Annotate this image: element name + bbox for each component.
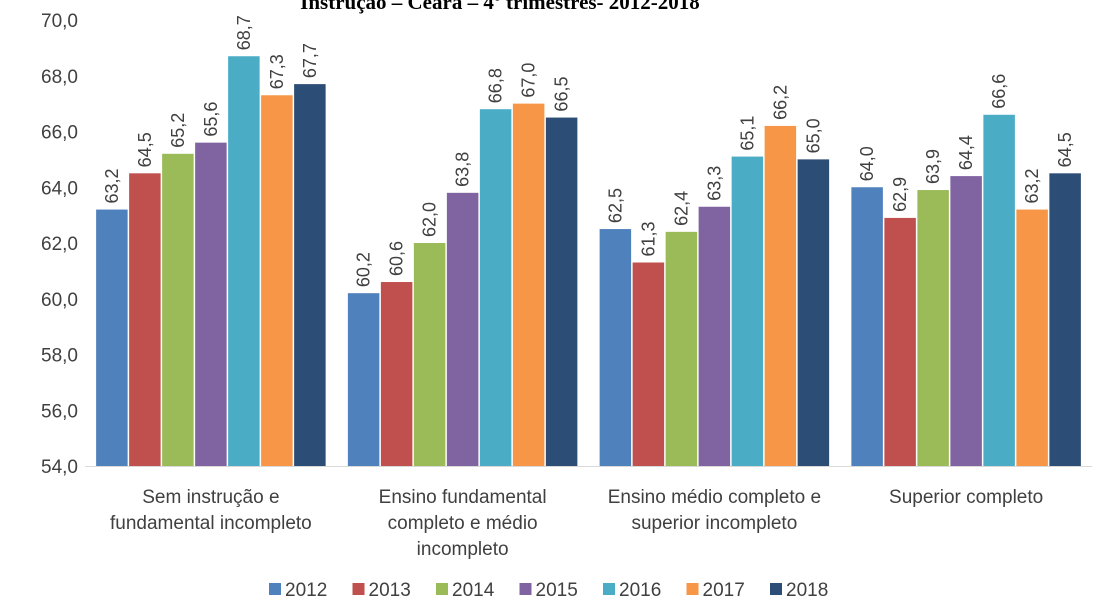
legend-swatch-2017 — [686, 583, 699, 595]
bar-2012 — [599, 229, 632, 466]
data-label: 63,3 — [704, 166, 724, 201]
data-label: 62,0 — [420, 202, 440, 237]
bar-2013 — [380, 282, 413, 466]
data-label: 63,2 — [1022, 169, 1042, 204]
data-label: 67,7 — [300, 43, 320, 78]
bar-2016 — [228, 56, 260, 467]
bar-2018 — [1049, 173, 1081, 466]
legend-swatch-2016 — [603, 583, 615, 595]
bar-2012 — [851, 187, 883, 466]
legend-label: 2013 — [369, 580, 411, 601]
y-tick-label: 68,0 — [41, 67, 78, 88]
data-label: 63,2 — [102, 169, 122, 204]
category-label: Superior completo — [889, 487, 1043, 508]
legend-label: 2014 — [452, 580, 495, 601]
legend-label: 2017 — [703, 580, 745, 601]
legend-label: 2015 — [536, 580, 578, 601]
bar-2014 — [413, 243, 446, 466]
y-tick-label: 66,0 — [41, 123, 78, 144]
data-label: 60,6 — [387, 241, 407, 276]
data-label: 62,5 — [605, 188, 625, 223]
data-label: 65,1 — [737, 116, 757, 151]
bar-2017 — [512, 103, 545, 466]
bar-2016 — [479, 109, 512, 466]
bar-2016 — [983, 114, 1015, 467]
legend-label: 2018 — [786, 580, 828, 601]
data-label: 64,5 — [1055, 132, 1075, 167]
category-label: Ensino fundamental — [379, 487, 547, 508]
y-tick-label: 64,0 — [41, 178, 78, 199]
data-label: 62,4 — [671, 191, 691, 226]
y-tick-label: 60,0 — [41, 290, 78, 311]
data-label: 65,0 — [803, 118, 823, 153]
bar-2016 — [731, 156, 764, 466]
legend-swatch-2013 — [352, 583, 365, 595]
data-label: 63,8 — [453, 152, 473, 187]
category-label: Sem instrução e — [142, 487, 279, 508]
data-label: 66,6 — [989, 74, 1009, 109]
legend-label: 2012 — [285, 580, 327, 601]
bar-2015 — [195, 142, 227, 466]
legend-swatch-2015 — [519, 583, 532, 595]
bar-2018 — [294, 84, 326, 467]
bar-2014 — [162, 153, 194, 467]
data-label: 66,8 — [486, 68, 506, 103]
bar-2017 — [1016, 209, 1048, 467]
bar-2014 — [917, 190, 949, 466]
data-label: 67,3 — [267, 54, 287, 89]
category-label: Ensino médio completo e — [608, 487, 821, 508]
chart-title: Instrução – Ceará – 4º trimestres- 2012-… — [300, 0, 700, 14]
category-label: incompleto — [417, 539, 509, 560]
y-tick-label: 54,0 — [41, 457, 78, 478]
data-label: 60,2 — [354, 252, 374, 287]
y-tick-label: 70,0 — [41, 11, 78, 32]
data-label: 66,5 — [552, 77, 572, 112]
bar-2014 — [665, 231, 698, 466]
data-label: 61,3 — [638, 221, 658, 256]
bar-2018 — [545, 117, 578, 466]
y-tick-label: 56,0 — [41, 401, 78, 422]
category-label: fundamental incompleto — [110, 513, 312, 534]
bar-2013 — [884, 217, 916, 466]
legend-swatch-2012 — [269, 583, 281, 595]
bar-2015 — [446, 192, 479, 466]
category-label: superior incompleto — [631, 513, 797, 534]
data-label: 64,5 — [135, 132, 155, 167]
data-label: 62,9 — [890, 177, 910, 212]
y-tick-label: 62,0 — [41, 234, 78, 255]
data-label: 67,0 — [519, 63, 539, 98]
data-label: 63,9 — [923, 149, 943, 184]
y-tick-label: 58,0 — [41, 346, 78, 367]
data-label: 65,2 — [168, 113, 188, 148]
bar-2015 — [950, 176, 982, 466]
legend-swatch-2018 — [770, 583, 782, 595]
data-label: 65,6 — [201, 102, 221, 137]
bar-2013 — [632, 262, 665, 466]
bar-2017 — [261, 95, 293, 466]
bar-2017 — [764, 125, 797, 467]
data-label: 66,2 — [770, 85, 790, 120]
legend-swatch-2014 — [436, 583, 448, 595]
legend-label: 2016 — [619, 580, 661, 601]
category-label: completo e médio — [388, 513, 538, 534]
bar-2013 — [129, 173, 161, 466]
bar-2018 — [797, 159, 830, 466]
bar-2012 — [96, 209, 128, 467]
data-label: 64,0 — [857, 146, 877, 181]
data-label: 64,4 — [956, 135, 976, 170]
data-label: 68,7 — [234, 15, 254, 50]
bar-2015 — [698, 206, 731, 466]
bar-2012 — [347, 293, 380, 466]
